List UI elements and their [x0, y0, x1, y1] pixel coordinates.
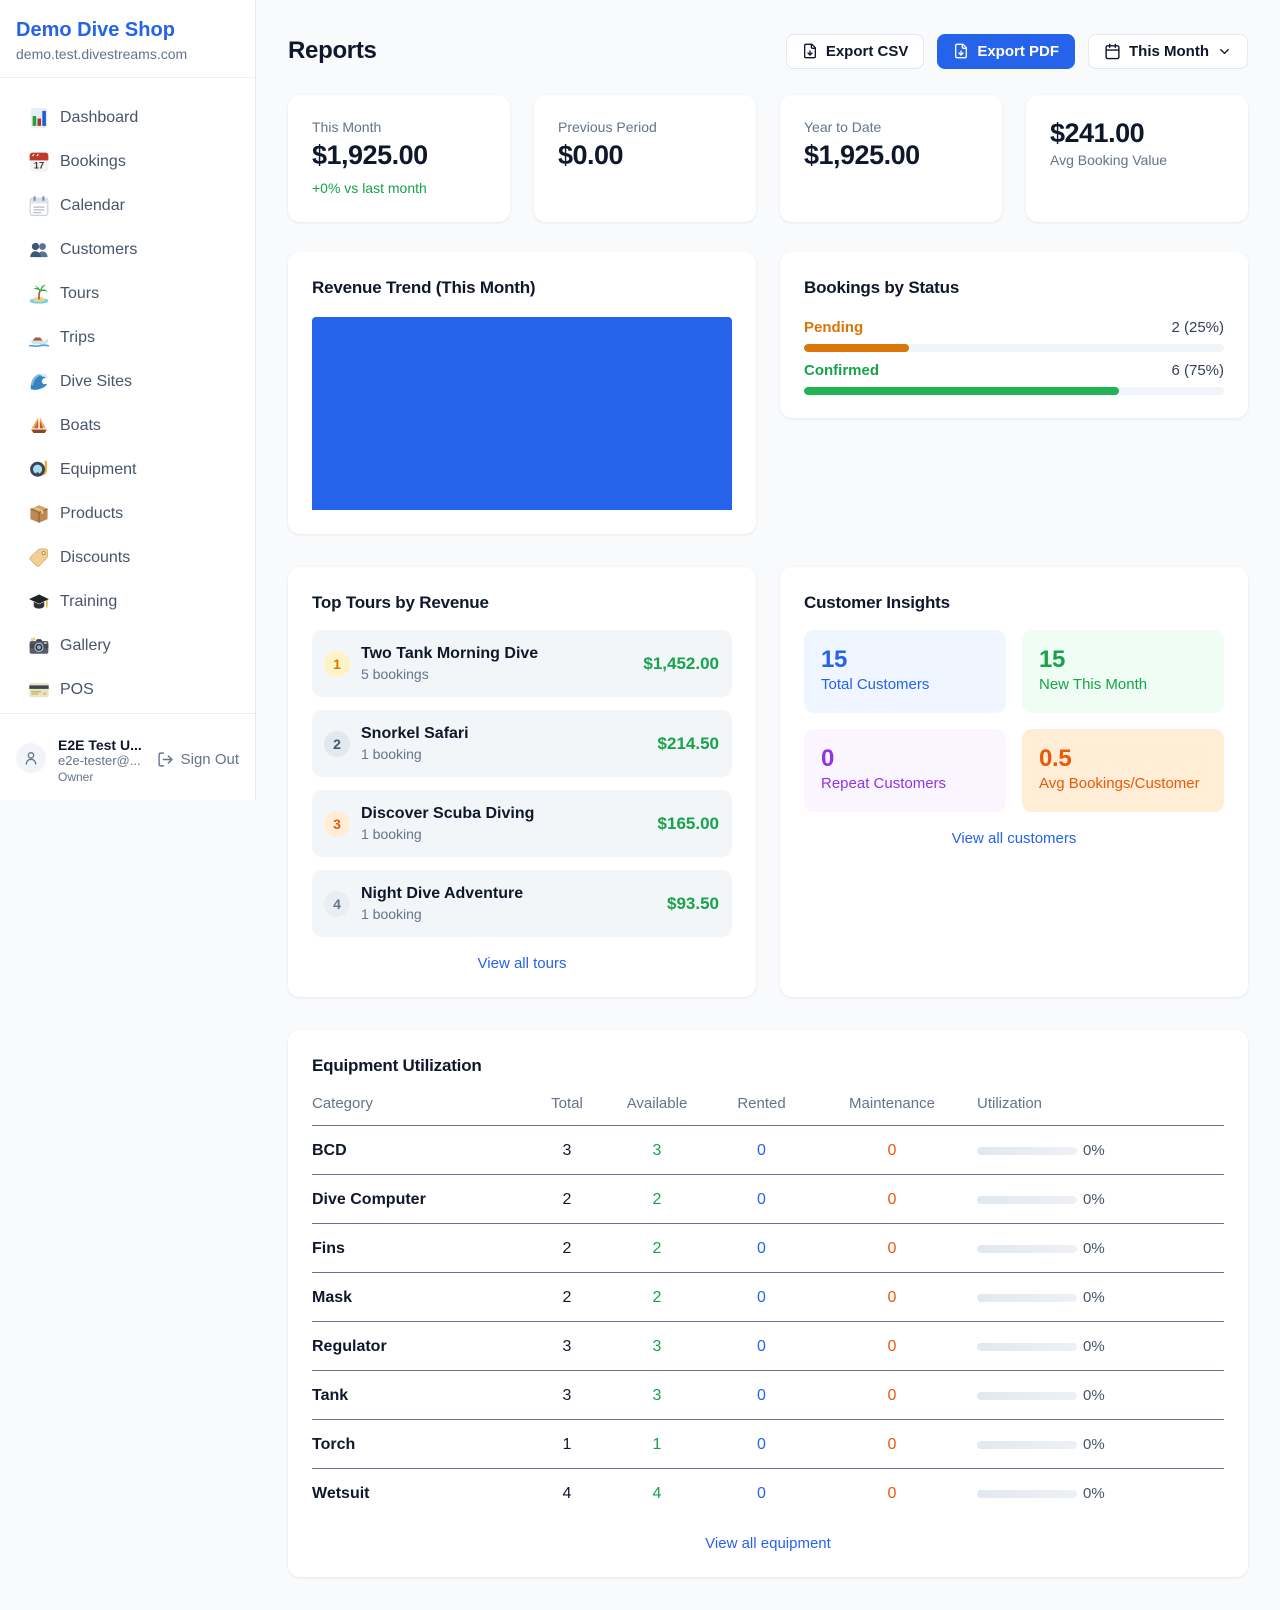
svg-text:17: 17	[34, 161, 44, 171]
